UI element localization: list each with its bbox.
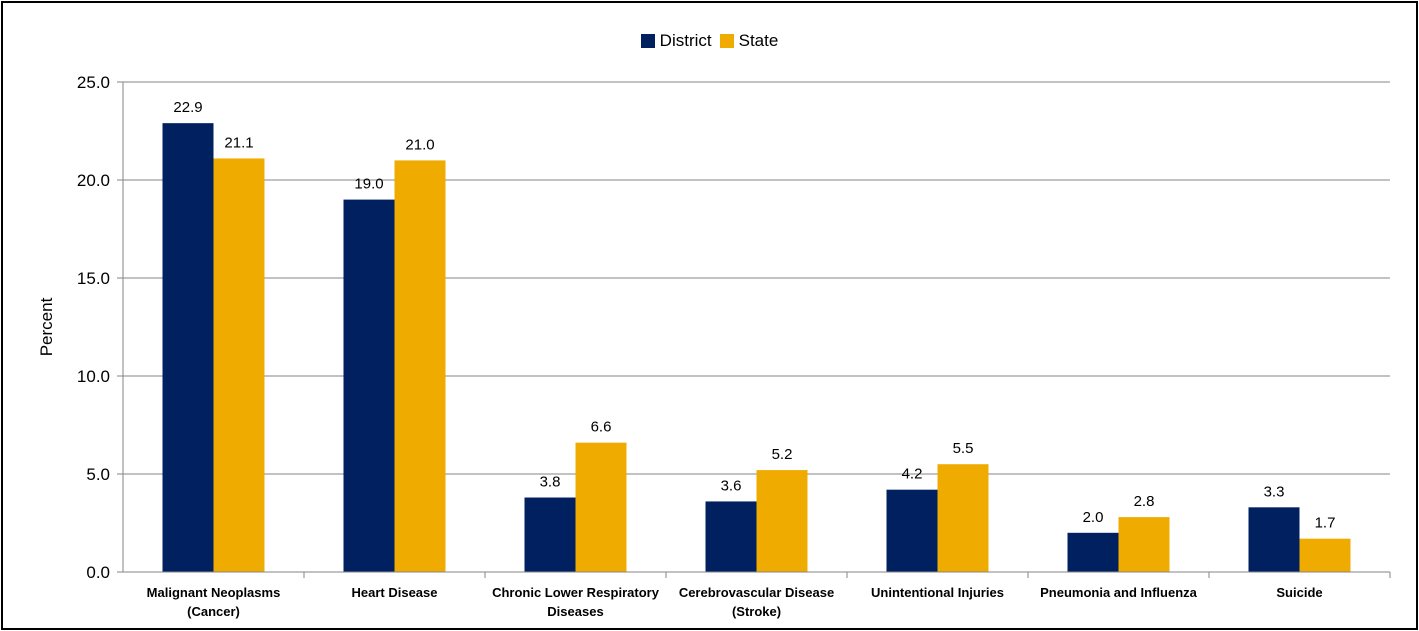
data-label: 2.8	[1134, 493, 1155, 510]
x-tick-label: Suicide	[1276, 585, 1322, 600]
bar-state	[937, 464, 989, 572]
x-tick-label: Unintentional Injuries	[871, 585, 1004, 600]
data-label: 3.3	[1264, 483, 1285, 500]
bar-chart: 0.0 5.0 10.0 15.0 20.0 25.0 Percent 22.9 21.1 Mal…	[37, 73, 1391, 619]
bar-state	[1299, 538, 1351, 572]
legend-label-district: District	[659, 31, 712, 50]
bar-state	[575, 442, 627, 572]
x-tick-label: (Stroke)	[732, 604, 781, 619]
legend-item-state: State	[719, 31, 779, 51]
y-tick-label: 0.0	[86, 563, 110, 582]
bar-district	[162, 123, 214, 572]
bar-district	[705, 501, 757, 572]
data-label: 22.9	[173, 99, 202, 116]
bar-state	[1118, 517, 1170, 572]
data-label: 6.6	[591, 419, 612, 436]
y-tick-label: 15.0	[77, 269, 110, 288]
x-tick-label: (Cancer)	[187, 604, 240, 619]
data-label: 1.7	[1315, 515, 1336, 532]
legend-item-district: District	[640, 31, 712, 51]
data-label: 5.5	[953, 440, 974, 457]
bar-state	[756, 470, 808, 572]
bar-district	[1067, 532, 1119, 572]
data-label: 3.6	[721, 477, 742, 494]
x-tick-label: Malignant Neoplasms	[147, 585, 281, 600]
legend: District State	[3, 31, 1416, 51]
data-label: 21.1	[224, 134, 253, 151]
x-tick-label: Diseases	[547, 604, 603, 619]
y-tick-label: 20.0	[77, 171, 110, 190]
bar-district	[343, 199, 395, 572]
bar-district	[1248, 507, 1300, 572]
data-label: 4.2	[902, 466, 923, 483]
x-tick-label: Chronic Lower Respiratory	[492, 585, 660, 600]
x-tick-label: Heart Disease	[352, 585, 438, 600]
legend-label-state: State	[738, 31, 779, 50]
bar-state	[394, 160, 446, 572]
bar-state	[213, 158, 265, 572]
legend-swatch-district	[640, 34, 655, 48]
data-label: 21.0	[405, 136, 434, 153]
bar-district	[524, 497, 576, 572]
y-tick-label: 10.0	[77, 367, 110, 386]
x-tick-label: Cerebrovascular Disease	[679, 585, 834, 600]
y-tick-label: 5.0	[86, 465, 110, 484]
data-label: 5.2	[772, 446, 793, 463]
legend-swatch-state	[719, 34, 734, 48]
x-tick-label: Pneumonia and Influenza	[1040, 585, 1198, 600]
data-label: 2.0	[1083, 509, 1104, 526]
data-label: 19.0	[354, 176, 383, 193]
y-axis-label: Percent	[37, 297, 56, 356]
y-tick-label: 25.0	[77, 73, 110, 92]
bar-district	[886, 489, 938, 572]
data-label: 3.8	[540, 474, 561, 491]
